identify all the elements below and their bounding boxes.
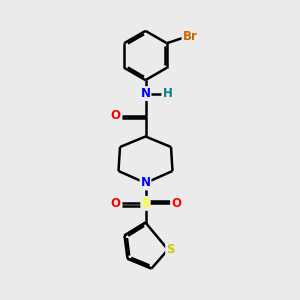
Text: S: S bbox=[141, 197, 150, 210]
Text: N: N bbox=[140, 87, 151, 100]
Text: O: O bbox=[110, 109, 121, 122]
Text: O: O bbox=[110, 197, 120, 210]
Text: N: N bbox=[140, 176, 151, 190]
Text: O: O bbox=[171, 197, 181, 210]
Text: Br: Br bbox=[182, 30, 197, 43]
Text: H: H bbox=[163, 87, 172, 100]
Text: S: S bbox=[166, 243, 175, 256]
